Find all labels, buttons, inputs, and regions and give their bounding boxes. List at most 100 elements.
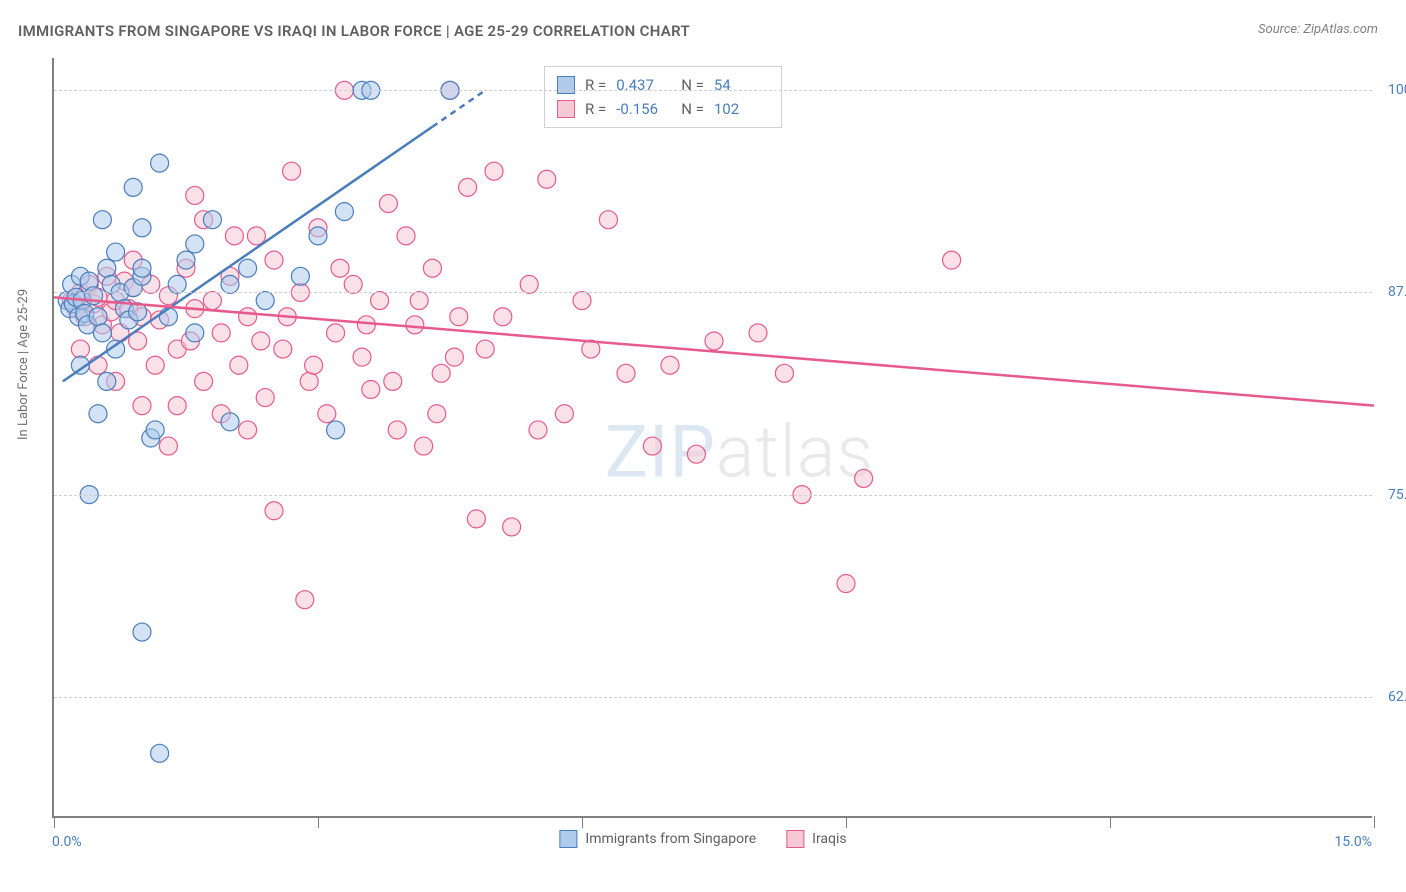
scatter-point bbox=[661, 356, 679, 374]
scatter-point bbox=[388, 421, 406, 439]
scatter-point bbox=[239, 308, 257, 326]
scatter-point bbox=[239, 421, 257, 439]
scatter-point bbox=[327, 324, 345, 342]
stats-r-label: R = bbox=[585, 73, 606, 97]
scatter-point bbox=[274, 340, 292, 358]
scatter-point bbox=[159, 437, 177, 455]
scatter-point bbox=[252, 332, 270, 350]
scatter-point bbox=[89, 356, 107, 374]
scatter-point bbox=[146, 421, 164, 439]
scatter-point bbox=[195, 372, 213, 390]
scatter-point bbox=[305, 356, 323, 374]
scatter-point bbox=[133, 623, 151, 641]
gridline bbox=[54, 697, 1372, 698]
scatter-point bbox=[256, 292, 274, 310]
scatter-point bbox=[133, 259, 151, 277]
x-tick bbox=[582, 816, 583, 828]
scatter-point bbox=[467, 510, 485, 528]
stats-r-value: 0.437 bbox=[616, 73, 671, 97]
scatter-point bbox=[151, 744, 169, 762]
scatter-point bbox=[291, 267, 309, 285]
stats-n-label: N = bbox=[681, 97, 704, 121]
scatter-point bbox=[203, 211, 221, 229]
scatter-point bbox=[159, 308, 177, 326]
scatter-point bbox=[837, 575, 855, 593]
gridline bbox=[54, 292, 1372, 293]
x-tick bbox=[1110, 816, 1111, 828]
gridline bbox=[54, 90, 1372, 91]
scatter-point bbox=[379, 195, 397, 213]
scatter-point bbox=[230, 356, 248, 374]
x-tick bbox=[1374, 816, 1375, 828]
stats-n-value: 54 bbox=[714, 73, 769, 97]
scatter-point bbox=[384, 372, 402, 390]
scatter-point bbox=[168, 275, 186, 293]
trend-line bbox=[54, 297, 1374, 405]
scatter-point bbox=[124, 178, 142, 196]
scatter-point bbox=[371, 292, 389, 310]
scatter-point bbox=[410, 292, 428, 310]
scatter-point bbox=[450, 308, 468, 326]
scatter-point bbox=[71, 340, 89, 358]
scatter-point bbox=[503, 518, 521, 536]
y-tick-label: 100.0% bbox=[1378, 82, 1406, 98]
scatter-point bbox=[186, 324, 204, 342]
scatter-point bbox=[296, 591, 314, 609]
scatter-point bbox=[177, 251, 195, 269]
scatter-point bbox=[445, 348, 463, 366]
scatter-point bbox=[221, 275, 239, 293]
scatter-point bbox=[855, 469, 873, 487]
scatter-point bbox=[520, 275, 538, 293]
scatter-point bbox=[203, 292, 221, 310]
legend-item: Iraqis bbox=[786, 830, 846, 848]
scatter-point bbox=[529, 421, 547, 439]
scatter-point bbox=[98, 372, 116, 390]
scatter-point bbox=[327, 421, 345, 439]
scatter-point bbox=[335, 203, 353, 221]
y-tick-label: 87.5% bbox=[1378, 284, 1406, 300]
scatter-point bbox=[239, 259, 257, 277]
scatter-point bbox=[146, 356, 164, 374]
stats-swatch bbox=[557, 100, 575, 118]
scatter-point bbox=[107, 243, 125, 261]
stats-row: R = 0.437 N = 54 bbox=[557, 73, 769, 97]
y-axis-label: In Labor Force | Age 25-29 bbox=[16, 289, 31, 440]
legend-label: Iraqis bbox=[812, 831, 846, 847]
scatter-point bbox=[151, 154, 169, 172]
x-tick bbox=[318, 816, 319, 828]
stats-box: R = 0.437 N = 54R =-0.156N =102 bbox=[544, 66, 782, 128]
scatter-point bbox=[943, 251, 961, 269]
trend-line-dashed bbox=[432, 90, 485, 126]
scatter-point bbox=[775, 364, 793, 382]
scatter-point bbox=[749, 324, 767, 342]
scatter-point bbox=[344, 275, 362, 293]
x-axis-min-label: 0.0% bbox=[52, 834, 82, 850]
stats-row: R =-0.156N =102 bbox=[557, 97, 769, 121]
scatter-point bbox=[494, 308, 512, 326]
legend-label: Immigrants from Singapore bbox=[585, 831, 756, 847]
scatter-point bbox=[353, 348, 371, 366]
legend-bottom: Immigrants from Singapore Iraqis bbox=[559, 830, 846, 848]
stats-n-label: N = bbox=[681, 73, 704, 97]
scatter-point bbox=[459, 178, 477, 196]
source-attribution: Source: ZipAtlas.com bbox=[1258, 22, 1378, 37]
legend-item: Immigrants from Singapore bbox=[559, 830, 756, 848]
scatter-point bbox=[300, 372, 318, 390]
chart-title: IMMIGRANTS FROM SINGAPORE VS IRAQI IN LA… bbox=[18, 22, 690, 40]
scatter-point bbox=[133, 219, 151, 237]
y-tick-label: 62.5% bbox=[1378, 689, 1406, 705]
legend-swatch bbox=[559, 830, 577, 848]
scatter-point bbox=[432, 364, 450, 382]
x-axis-max-label: 15.0% bbox=[1334, 834, 1372, 850]
scatter-point bbox=[133, 397, 151, 415]
scatter-point bbox=[93, 211, 111, 229]
scatter-point bbox=[265, 251, 283, 269]
scatter-point bbox=[705, 332, 723, 350]
scatter-point bbox=[362, 380, 380, 398]
legend-swatch bbox=[786, 830, 804, 848]
plot-area: ZIPatlas R =0.437N =54R =-0.156N =102 62… bbox=[52, 58, 1372, 818]
scatter-point bbox=[331, 259, 349, 277]
scatter-point bbox=[168, 397, 186, 415]
scatter-point bbox=[98, 259, 116, 277]
scatter-point bbox=[225, 227, 243, 245]
